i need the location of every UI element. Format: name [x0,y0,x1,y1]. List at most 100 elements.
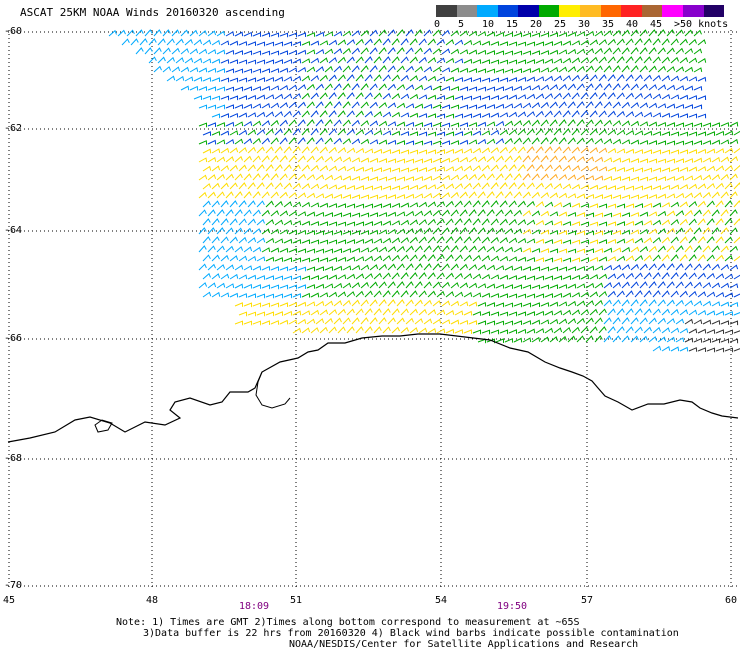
wind-barb [351,230,361,236]
wind-barb [157,38,166,46]
wind-barb [688,183,698,190]
wind-barb [544,239,554,244]
wind-barb [387,246,397,253]
wind-barb [567,211,577,217]
wind-barb [180,29,189,37]
wind-barb [477,227,486,235]
wind-barb [306,119,315,127]
wind-barb [414,263,423,271]
wind-barb [252,246,262,253]
wind-barb [553,292,563,298]
wind-barb [549,301,559,307]
wind-barb [220,236,229,244]
wind-barb [441,48,451,55]
wind-barb [220,254,229,262]
wind-barb [526,238,536,244]
wind-barb [279,67,289,73]
wind-barb [306,301,316,307]
legend-swatch [538,5,560,17]
wind-barb [589,274,599,280]
wind-barb [531,284,541,290]
wind-barb [337,203,347,209]
wind-barb [324,193,334,199]
wind-barb [499,164,508,172]
wind-barb [360,47,369,55]
wind-barb [571,239,581,245]
wind-barb [315,119,324,127]
wind-barb [247,129,257,136]
wind-barb [297,49,307,55]
wind-barb [679,57,689,64]
wind-barb [207,139,217,145]
wind-barb [252,302,262,308]
wind-barb [238,200,247,208]
wind-barb [373,290,382,298]
wind-barb [360,194,370,200]
wind-barb [486,209,495,217]
legend-color-bar [436,5,725,17]
wind-barb [684,48,694,55]
wind-barb [450,300,460,307]
wind-barb [252,103,262,109]
wind-barb [724,200,733,208]
wind-barb [621,281,630,289]
wind-barb [517,76,527,82]
wind-barb [621,317,630,325]
wind-barb [558,318,568,325]
wind-barb [576,300,586,307]
wind-barb [688,57,698,64]
wind-barb [414,29,423,37]
wind-barb [238,112,248,118]
wind-barb [526,275,536,281]
wind-barb [585,317,594,325]
wind-barb [360,247,370,253]
wind-barb [337,274,347,280]
wind-barb [225,121,235,127]
wind-barb [553,220,563,226]
wind-barb [706,272,715,280]
wind-barb [549,119,558,127]
wind-barb [508,164,517,172]
wind-barb [616,38,625,46]
wind-barb [594,156,604,163]
wind-barb [243,265,253,271]
wind-barb [207,49,217,55]
wind-barb [198,174,208,181]
wind-barb [616,203,626,209]
wind-barb [499,200,508,208]
wind-barb [216,49,226,55]
wind-barb [382,237,392,244]
wind-barb [535,182,544,190]
wind-barb [202,95,212,101]
wind-barb [585,175,595,181]
wind-barb [432,85,442,91]
wind-barb [198,67,208,73]
wind-barb [409,184,419,190]
wind-barb [630,47,639,55]
wind-barb [391,167,401,173]
wind-barb [297,301,307,307]
wind-barb [576,101,585,109]
wind-barb [580,74,589,82]
wind-barb [513,32,523,38]
wind-barb [229,95,239,101]
wind-barb [198,48,208,55]
wind-barb [463,77,473,83]
wind-barb [450,191,459,199]
wind-barb [526,146,535,154]
wind-barb [229,164,238,172]
legend-tick-label: 10 [482,19,495,30]
wind-barb [625,38,634,46]
wind-barb [499,112,509,118]
wind-barb [216,156,226,163]
wind-barb [625,56,634,64]
wind-barb [333,248,343,254]
wind-barb [139,38,148,46]
wind-barb [333,137,342,145]
wind-barb [382,130,392,136]
wind-barb [630,229,640,235]
wind-barb [706,165,716,172]
wind-barb [657,29,666,37]
wind-barb [405,65,414,73]
wind-barb [652,254,661,262]
